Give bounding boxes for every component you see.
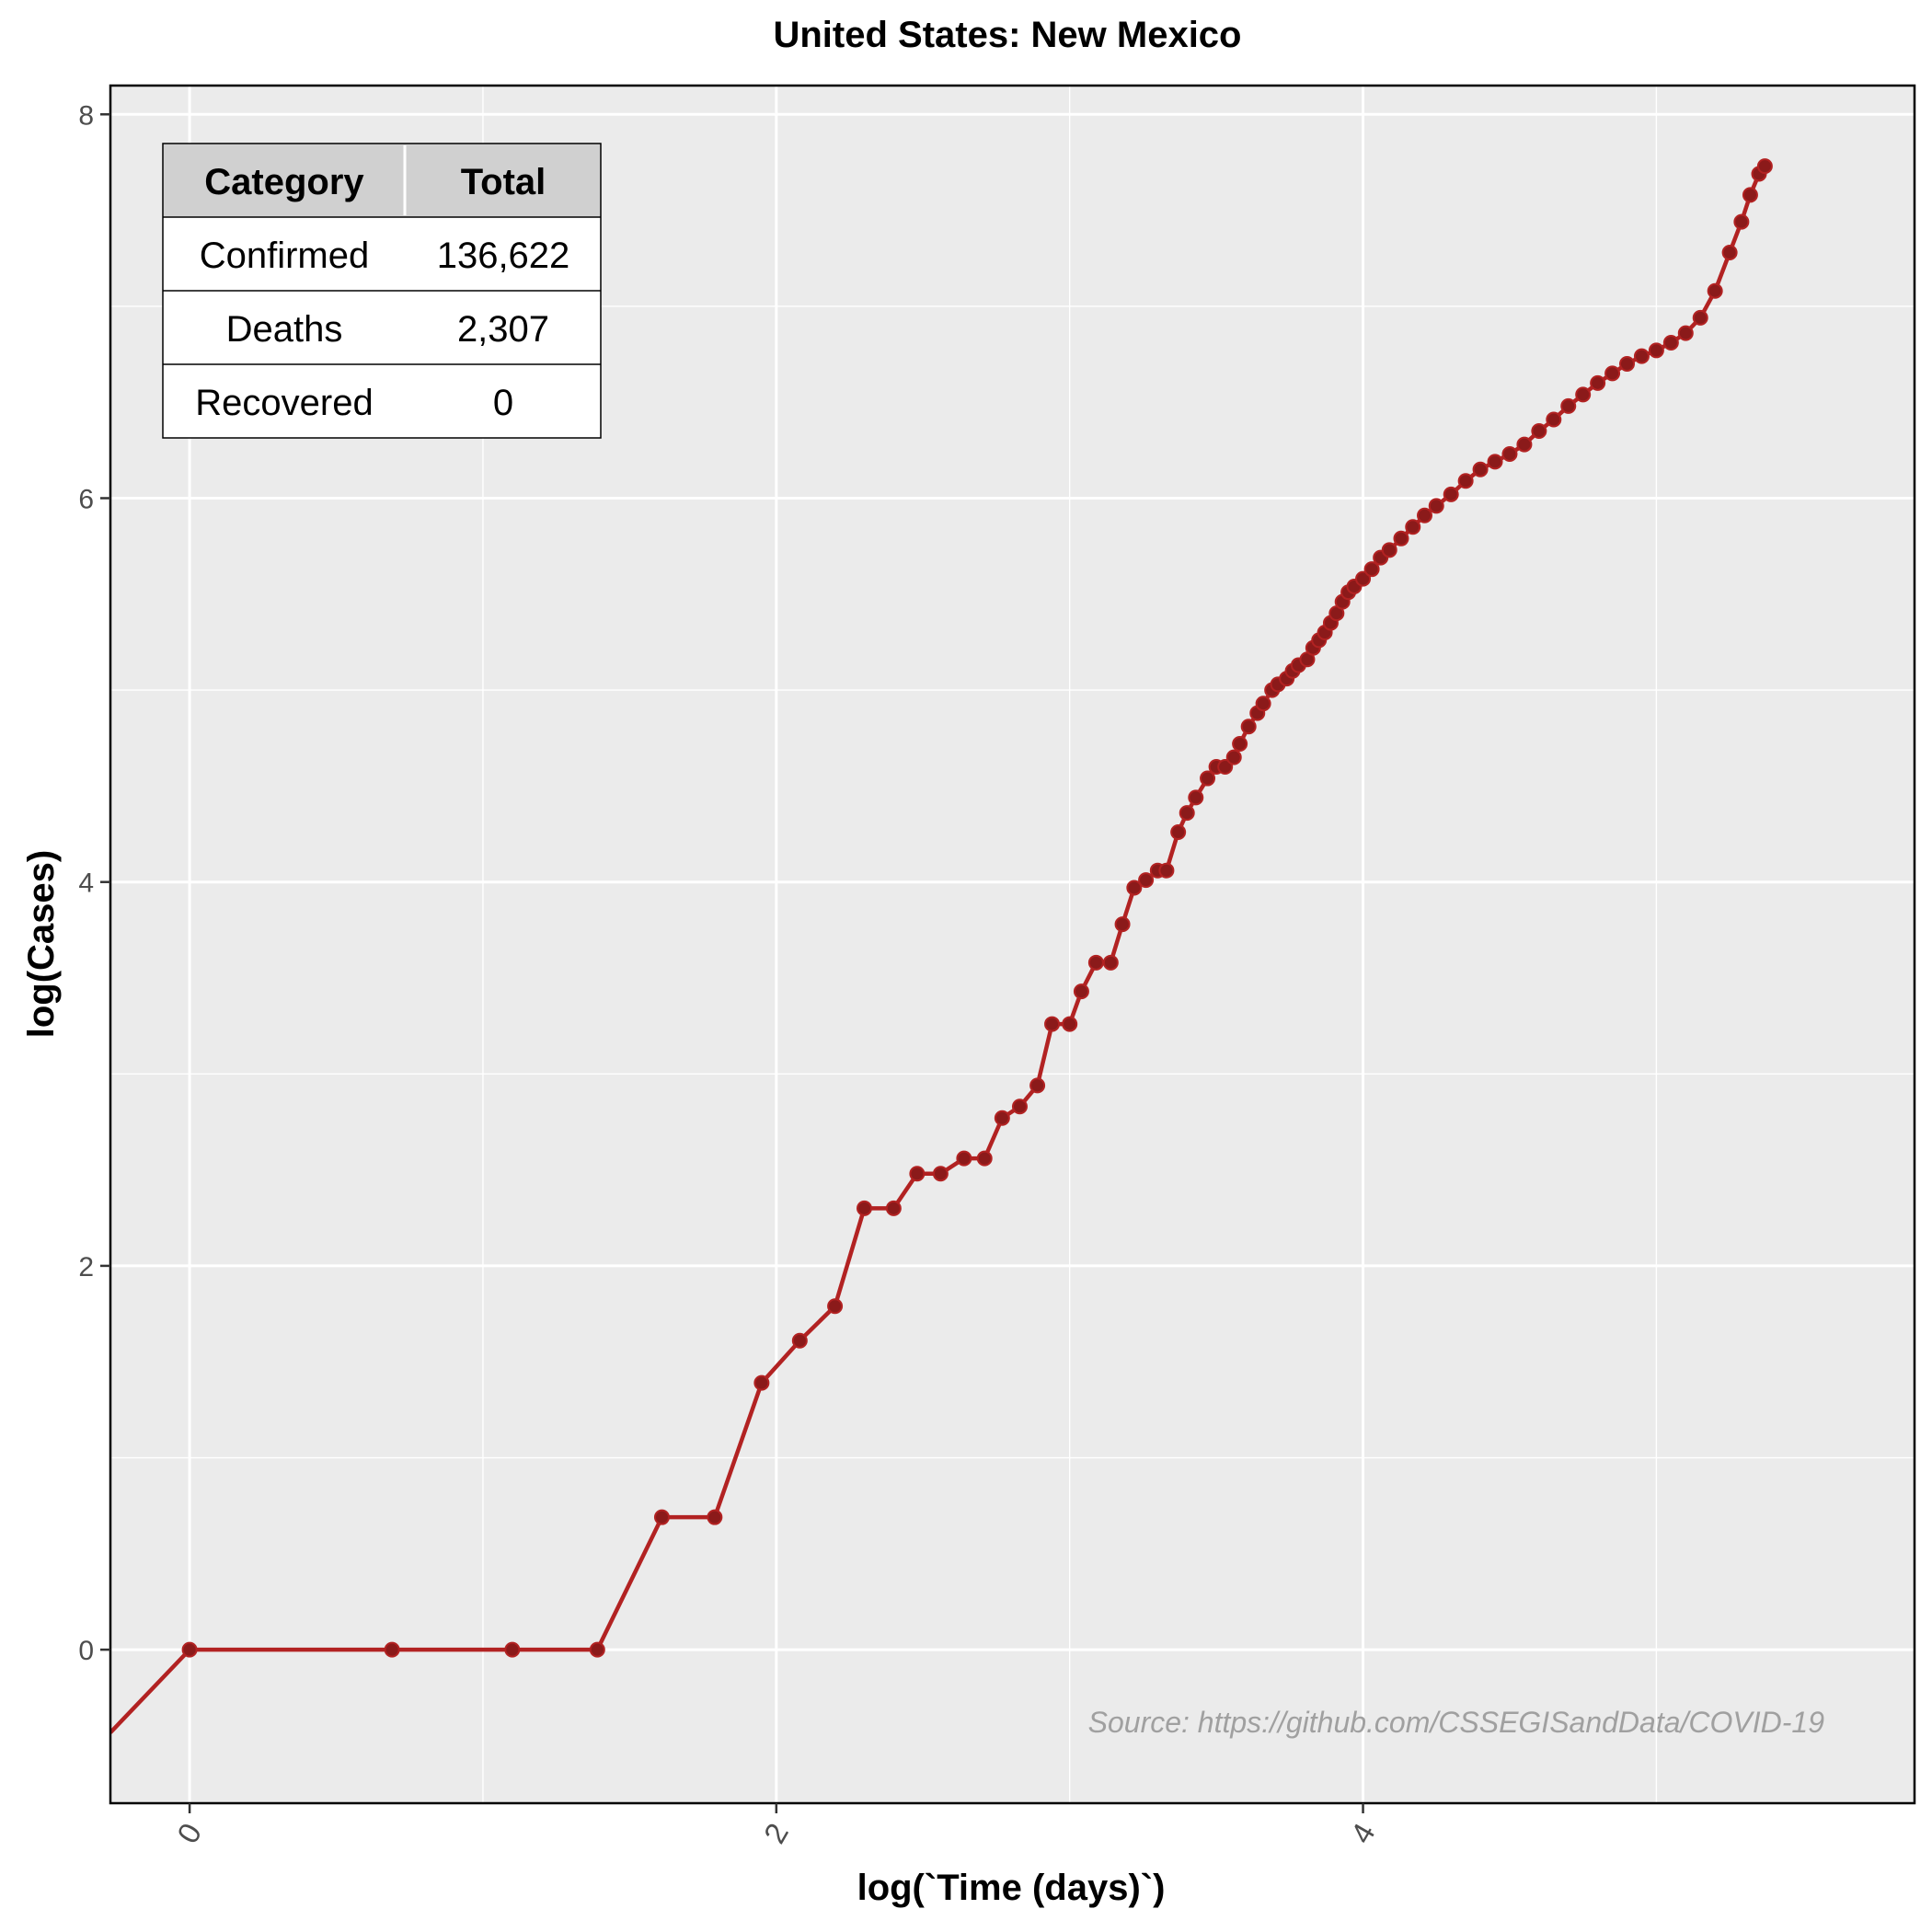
y-tick-label: 8 <box>78 100 94 131</box>
data-point <box>1619 355 1636 372</box>
summary-table: Category Total Confirmed 136,622 Deaths … <box>162 143 602 439</box>
data-point <box>181 1641 198 1658</box>
table-cell-category: Recovered <box>195 383 373 423</box>
data-point <box>653 1509 670 1525</box>
data-point <box>791 1332 808 1349</box>
data-point <box>1756 158 1773 175</box>
table-cell-category: Deaths <box>226 309 343 350</box>
data-point <box>753 1374 770 1391</box>
data-point <box>1443 486 1459 502</box>
data-point <box>1158 862 1175 879</box>
data-point <box>1516 436 1533 453</box>
panel-border <box>109 84 1916 1805</box>
data-point <box>1501 446 1518 463</box>
data-point <box>1255 696 1271 712</box>
data-point <box>1240 719 1257 735</box>
table-header-category: Category <box>204 162 364 202</box>
data-point <box>1217 759 1234 776</box>
data-point <box>1011 1098 1028 1115</box>
source-note: Source: https://github.com/CSSEGISandDat… <box>1088 1706 1825 1739</box>
data-point <box>1546 411 1562 428</box>
chart-title: United States: New Mexico <box>773 15 1241 55</box>
data-point <box>1721 244 1738 260</box>
data-point <box>1405 519 1421 535</box>
table-border <box>162 143 602 439</box>
table-cell-total: 0 <box>493 383 513 423</box>
data-point <box>1457 473 1474 489</box>
data-point <box>1381 542 1397 558</box>
data-point <box>1138 872 1155 889</box>
data-point <box>1170 823 1187 840</box>
y-tick-label: 2 <box>78 1252 94 1282</box>
table-cell-category: Confirmed <box>200 236 370 276</box>
table-header-total: Total <box>461 162 546 202</box>
data-point <box>1200 770 1216 787</box>
data-point <box>1733 213 1750 230</box>
table-cell-total: 136,622 <box>437 236 570 276</box>
data-point <box>1590 374 1606 391</box>
data-point <box>1662 335 1679 351</box>
data-point <box>1560 397 1577 414</box>
data-point <box>909 1166 926 1182</box>
x-axis-label: log(`Time (days)`) <box>857 1868 1166 1908</box>
data-point <box>956 1150 972 1167</box>
data-point <box>1062 1016 1078 1032</box>
data-point <box>1648 342 1664 359</box>
data-point <box>1417 507 1433 523</box>
table-header-background <box>163 144 601 217</box>
data-point <box>1633 348 1650 364</box>
table-cell-total: 2,307 <box>457 309 549 350</box>
data-point <box>1188 789 1204 806</box>
y-axis-label: log(Cases) <box>21 850 62 1039</box>
data-point <box>1487 454 1503 470</box>
data-point <box>1692 309 1708 326</box>
data-point <box>827 1298 844 1315</box>
data-point <box>885 1200 902 1216</box>
y-tick-label: 0 <box>78 1636 94 1666</box>
data-point <box>589 1641 605 1658</box>
data-point <box>932 1166 949 1182</box>
data-point <box>1087 954 1104 971</box>
data-point <box>1044 1016 1061 1032</box>
data-point <box>1126 880 1143 896</box>
data-point <box>976 1150 993 1167</box>
data-point <box>1225 749 1242 765</box>
data-point <box>504 1641 521 1658</box>
data-point <box>856 1200 872 1216</box>
data-point <box>994 1110 1010 1126</box>
data-point <box>1531 422 1547 439</box>
data-point <box>1232 736 1248 753</box>
data-point <box>1102 954 1119 971</box>
data-point <box>1073 983 1089 1000</box>
data-point <box>1393 530 1409 546</box>
data-point <box>1179 805 1195 822</box>
data-point <box>707 1509 723 1525</box>
data-point <box>1114 916 1131 933</box>
data-point <box>1363 561 1380 578</box>
table-body-background <box>163 217 601 438</box>
y-tick-label: 6 <box>78 484 94 514</box>
data-point <box>1604 365 1621 382</box>
data-point <box>384 1641 400 1658</box>
data-point <box>1707 282 1723 299</box>
data-point <box>1677 325 1694 341</box>
data-point <box>1029 1077 1046 1094</box>
data-point <box>1742 187 1758 203</box>
series-layer <box>110 158 1773 1734</box>
y-tick-label: 4 <box>78 868 94 899</box>
data-point <box>1472 461 1489 477</box>
data-point <box>1428 498 1444 514</box>
data-point <box>1355 570 1372 587</box>
data-point <box>1575 386 1592 403</box>
